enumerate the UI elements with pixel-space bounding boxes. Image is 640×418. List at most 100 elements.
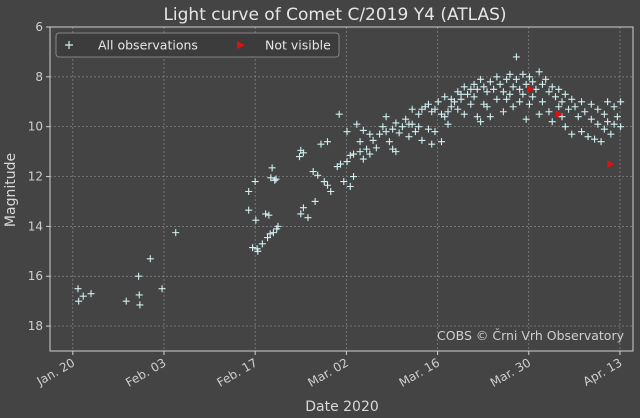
observation-point xyxy=(264,234,272,242)
observation-point xyxy=(516,98,524,106)
observation-point xyxy=(604,98,612,106)
observation-point xyxy=(366,150,374,158)
observation-point xyxy=(548,118,556,126)
observation-point xyxy=(424,100,432,108)
observation-point xyxy=(483,103,491,111)
observation-point xyxy=(87,290,95,298)
observation-point xyxy=(538,98,546,106)
observation-point xyxy=(323,181,331,189)
observation-point xyxy=(600,110,608,118)
observation-point xyxy=(444,108,452,116)
observation-point xyxy=(473,113,481,121)
chart-title: Light curve of Comet C/2019 Y4 (ATLAS) xyxy=(163,5,506,25)
observation-point xyxy=(525,100,533,108)
observation-point xyxy=(542,75,550,83)
observation-point xyxy=(555,103,563,111)
observation-point xyxy=(356,138,364,146)
observation-point xyxy=(392,119,400,127)
observation-point xyxy=(558,98,566,106)
observation-point xyxy=(251,178,259,186)
observation-point xyxy=(415,123,423,131)
observation-point xyxy=(503,75,511,83)
observation-point xyxy=(272,175,280,183)
observation-point xyxy=(408,120,416,128)
observation-point xyxy=(516,85,524,93)
observation-point xyxy=(490,85,498,93)
observation-point xyxy=(146,255,154,263)
observation-point xyxy=(372,144,380,152)
credit-annotation: COBS © Črni Vrh Observatory xyxy=(437,328,625,343)
observation-point xyxy=(499,108,507,116)
y-tick-label: 8 xyxy=(35,70,43,84)
y-axis-label: Magnitude xyxy=(3,153,19,227)
observation-point xyxy=(581,108,589,116)
observation-point xyxy=(561,90,569,98)
observation-point xyxy=(379,123,387,131)
legend-box xyxy=(55,32,340,58)
observation-point xyxy=(431,105,439,113)
observation-point xyxy=(529,93,537,101)
observation-point xyxy=(512,75,520,83)
x-tick-label: Mar. 30 xyxy=(488,355,533,389)
observation-point xyxy=(359,126,367,134)
observation-point xyxy=(522,115,530,123)
observation-point xyxy=(424,125,432,133)
observation-point xyxy=(74,285,82,293)
observation-point xyxy=(258,240,266,248)
y-tick-label: 10 xyxy=(28,120,43,134)
observation-point xyxy=(245,206,253,214)
observation-point xyxy=(522,80,530,88)
observation-point xyxy=(545,108,553,116)
observation-point xyxy=(545,88,553,96)
observation-point xyxy=(340,178,348,186)
observation-point xyxy=(122,297,130,305)
observation-point xyxy=(493,95,501,103)
observation-point xyxy=(346,183,354,191)
observation-point xyxy=(268,164,276,172)
observation-point xyxy=(79,292,87,300)
legend: All observations Not visible xyxy=(55,32,340,58)
observation-point xyxy=(311,197,319,205)
observation-point xyxy=(299,204,307,212)
not-visible-point xyxy=(607,160,615,169)
observation-point xyxy=(353,120,361,128)
observation-point xyxy=(525,73,533,81)
observation-point xyxy=(464,90,472,98)
observation-point xyxy=(457,95,465,103)
observation-point xyxy=(607,130,615,138)
observation-point xyxy=(451,98,459,106)
observation-point xyxy=(350,150,358,158)
observation-point xyxy=(512,53,520,61)
observation-point xyxy=(437,138,445,146)
observation-point xyxy=(610,103,618,111)
observation-point xyxy=(304,214,312,222)
observation-point xyxy=(506,70,514,78)
observation-point xyxy=(604,118,612,126)
observation-point xyxy=(350,173,358,181)
x-tick-labels: Jan. 20 Feb. 03 Feb. 17 Mar. 02 Mar. 16 Mar. … xyxy=(34,355,625,389)
observation-point xyxy=(493,73,501,81)
observation-point xyxy=(392,148,400,156)
observation-point xyxy=(441,113,449,121)
y-tick-labels: 6 8 10 12 14 16 18 xyxy=(28,20,43,333)
observation-point xyxy=(335,110,343,118)
observation-point xyxy=(578,128,586,136)
y-tick-label: 6 xyxy=(35,20,43,34)
x-tick-label: Apr. 13 xyxy=(581,355,625,388)
observation-point xyxy=(366,130,374,138)
observation-point xyxy=(385,138,393,146)
observation-point xyxy=(408,105,416,113)
observation-point xyxy=(431,128,439,136)
observation-point xyxy=(473,85,481,93)
observation-point xyxy=(402,115,410,123)
observation-point xyxy=(578,98,586,106)
observation-point xyxy=(548,83,556,91)
observation-point xyxy=(398,123,406,131)
observation-point xyxy=(309,168,317,176)
observation-point xyxy=(389,125,397,133)
observation-point xyxy=(568,130,576,138)
observation-point xyxy=(320,178,328,186)
x-axis-label: Date 2020 xyxy=(305,399,379,415)
observation-point xyxy=(356,148,364,156)
observation-point xyxy=(337,160,345,168)
